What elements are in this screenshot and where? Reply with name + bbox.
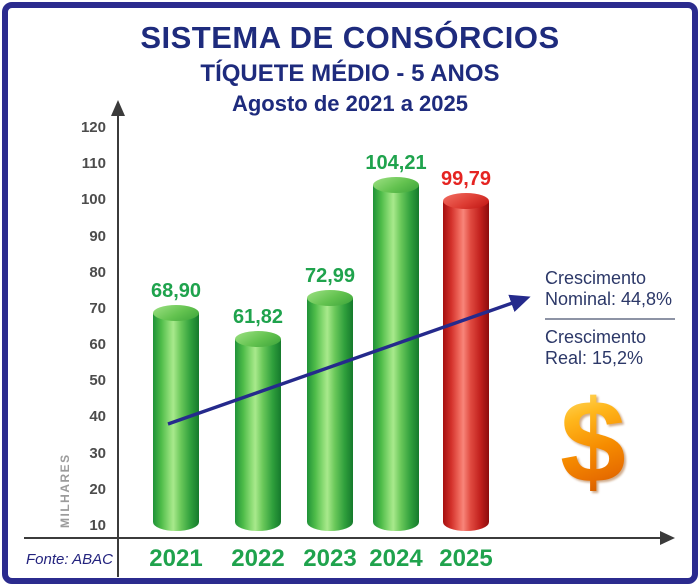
dollar-icon: $ — [549, 383, 637, 501]
growth-nominal-value: Nominal: 44,8% — [545, 289, 673, 309]
y-axis-tick-label: 40 — [89, 408, 106, 426]
y-axis-tick-label: 20 — [89, 480, 106, 498]
growth-annotation: Crescimento Nominal: 44,8% Crescimento R… — [545, 268, 683, 369]
y-axis-line — [117, 112, 119, 577]
growth-divider — [545, 318, 675, 320]
x-axis-label-2021: 2021 — [149, 545, 203, 572]
y-axis-tick-label: 90 — [89, 227, 106, 245]
y-axis-tick-label: 10 — [89, 517, 106, 534]
bar-value-label-2025: 99,79 — [440, 168, 492, 191]
y-axis-tick-label: 50 — [89, 372, 106, 390]
chart-header: SISTEMA DE CONSÓRCIOS TÍQUETE MÉDIO - 5 … — [0, 20, 700, 117]
growth-real-label: Crescimento — [545, 327, 647, 347]
bar-top-2021 — [153, 304, 199, 321]
x-axis-arrowhead-icon — [660, 531, 675, 545]
chart-title: SISTEMA DE CONSÓRCIOS — [140, 20, 560, 55]
bar-2022 — [235, 338, 281, 531]
bar-2021 — [153, 312, 199, 531]
bar-top-2025 — [443, 193, 489, 210]
bar-value-label-2023: 72,99 — [304, 265, 356, 288]
bar-2023 — [307, 298, 353, 531]
bar-top-2022 — [235, 330, 281, 347]
x-axis-line — [24, 537, 662, 539]
y-axis-tick-label: 70 — [89, 299, 106, 317]
y-axis-tick-label: 110 — [81, 155, 106, 173]
chart-subtitle: TÍQUETE MÉDIO - 5 ANOS — [200, 60, 500, 87]
y-axis-tick-label: 30 — [89, 444, 106, 462]
growth-nominal-label: Crescimento — [545, 268, 647, 288]
bar-value-label-2022: 61,82 — [232, 305, 284, 328]
chart-period-label: Agosto de 2021 a 2025 — [231, 91, 468, 116]
bar-top-2023 — [307, 290, 353, 307]
source-label: Fonte: ABAC — [26, 551, 113, 568]
x-axis-label-2022: 2022 — [231, 545, 285, 572]
x-axis-label-2023: 2023 — [303, 545, 357, 572]
bar-value-label-2024: 104,21 — [365, 152, 427, 175]
y-axis-tick-label: 120 — [80, 118, 106, 136]
y-axis-tick-label: 60 — [89, 336, 106, 354]
y-axis-arrowhead-icon — [111, 100, 125, 116]
bar-2024 — [373, 185, 419, 531]
bar-value-label-2021: 68,90 — [150, 279, 202, 302]
bar-2025 — [443, 201, 489, 531]
y-axis-tick-label: 100 — [80, 191, 106, 209]
growth-real-value: Real: 15,2% — [545, 348, 644, 368]
bar-top-2024 — [373, 177, 419, 194]
y-axis-tick-label: 80 — [89, 263, 106, 281]
x-axis-label-2025: 2025 — [439, 545, 493, 572]
x-axis-label-2024: 2024 — [369, 545, 423, 572]
